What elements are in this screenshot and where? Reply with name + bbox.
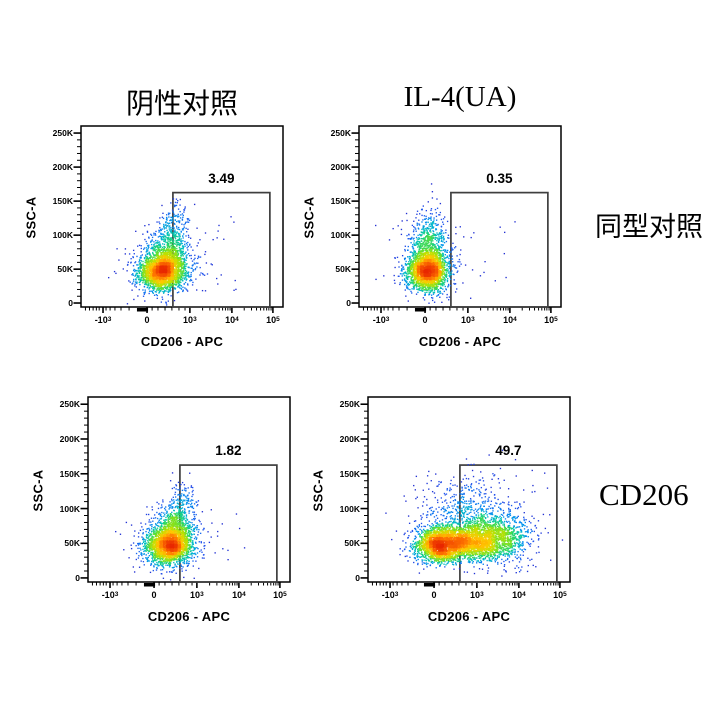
column-title-il4-ua: IL-4(UA) (403, 81, 517, 113)
y-axis-title: SSC-A (310, 469, 326, 511)
y-tick-label: 50K (344, 538, 360, 549)
x-tick-label: 0 (422, 315, 428, 325)
y-tick-label: 200K (59, 433, 80, 444)
x-tick-label: 105 (553, 590, 567, 600)
x-axis-title: CD206 - APC (147, 609, 231, 624)
x-tick-label: 103 (183, 315, 197, 325)
y-tick-label: 150K (330, 196, 351, 207)
row-label-cd206: CD206 (599, 477, 689, 512)
y-axis-title: SSC-A (30, 469, 46, 511)
row-label-isotype-control: 同型对照 (595, 212, 703, 242)
x-axis-title: CD206 - APC (427, 609, 511, 624)
x-tick-label: 105 (544, 315, 558, 325)
scatter-plot-canvas-bottom-right (368, 397, 570, 582)
x-axis-title: CD206 - APC (418, 334, 502, 349)
scatter-plot-canvas-top-left (81, 126, 283, 307)
x-tick-label: 0 (151, 590, 157, 600)
x-tick-label: 105 (266, 315, 280, 325)
x-tick-label: -103 (94, 315, 112, 325)
axis-zero-bar (414, 308, 427, 312)
x-axis-title: CD206 - APC (140, 334, 224, 349)
x-tick-label: -103 (372, 315, 390, 325)
y-tick-label: 100K (52, 230, 73, 241)
y-tick-label: 200K (339, 433, 360, 444)
y-tick-label: 200K (52, 162, 73, 173)
y-tick-label: 0 (68, 298, 73, 309)
y-tick-label: 0 (355, 572, 360, 583)
y-tick-label: 0 (75, 572, 80, 583)
x-tick-label: 104 (232, 590, 246, 600)
x-tick-label: 103 (190, 590, 204, 600)
y-tick-label: 50K (57, 264, 73, 275)
x-tick-label: 104 (225, 315, 239, 325)
column-title-negative-control: 阴性对照 (125, 89, 238, 120)
y-tick-label: 100K (339, 503, 360, 514)
y-tick-label: 250K (330, 128, 351, 139)
x-tick-label: -103 (381, 590, 399, 600)
y-tick-label: 250K (339, 399, 360, 410)
scatter-plot-canvas-bottom-left (88, 397, 290, 582)
x-tick-label: -103 (101, 590, 119, 600)
x-tick-label: 104 (512, 590, 526, 600)
y-tick-label: 50K (335, 264, 351, 275)
y-tick-label: 250K (52, 128, 73, 139)
y-axis-title: SSC-A (301, 196, 317, 238)
y-tick-label: 250K (59, 399, 80, 410)
y-tick-label: 150K (52, 196, 73, 207)
y-axis-title: SSC-A (23, 196, 39, 238)
y-tick-label: 100K (59, 503, 80, 514)
y-tick-label: 200K (330, 162, 351, 173)
y-tick-label: 150K (339, 468, 360, 479)
y-tick-label: 100K (330, 230, 351, 241)
x-tick-label: 103 (470, 590, 484, 600)
scatter-plot-canvas-top-right (359, 126, 561, 307)
y-tick-label: 150K (59, 468, 80, 479)
x-tick-label: 104 (503, 315, 517, 325)
x-tick-label: 105 (273, 590, 287, 600)
y-tick-label: 50K (64, 538, 80, 549)
x-tick-label: 0 (431, 590, 437, 600)
axis-zero-bar (143, 583, 156, 587)
axis-zero-bar (136, 308, 149, 312)
axis-zero-bar (423, 583, 436, 587)
y-tick-label: 0 (346, 298, 351, 309)
x-tick-label: 0 (144, 315, 150, 325)
x-tick-label: 103 (461, 315, 475, 325)
